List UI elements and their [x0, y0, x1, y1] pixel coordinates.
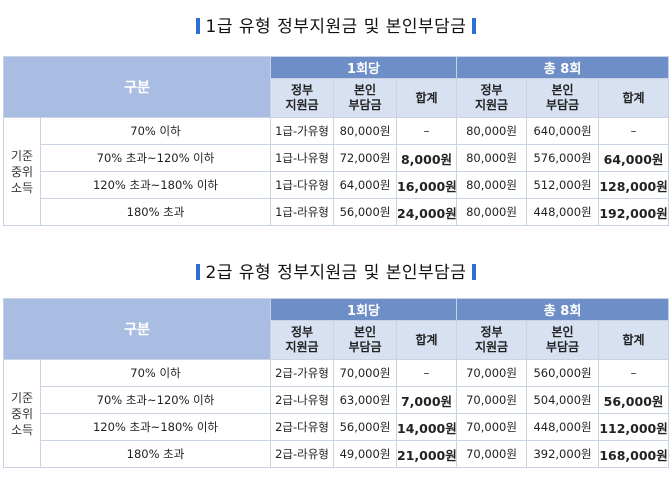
header-per-session: 1회당 — [269, 56, 458, 79]
header-row-sub: 정부 지원금 본인 부담금 합계 정부 지원금 본인 부담금 합계 — [4, 320, 670, 360]
header-row-groups: 구분 1회당 총 8회 — [3, 56, 670, 118]
header-row-sub: 정부 지원금 본인 부담금 합계 정부 지원금 본인 부담금 합계 — [4, 78, 670, 118]
table-row: 120% 초과~180% 이하 2급-다유형 56,000원 14,000원 70,00… — [4, 413, 670, 441]
header-gubun: 구분 — [3, 56, 271, 118]
gov-subsidy-per-session: 63,000원 — [333, 386, 397, 414]
gov-subsidy-total: 392,000원 — [526, 440, 600, 468]
table-row: 70% 초과~120% 이하 1급-나유형 72,000원 8,000원 80,000원… — [4, 144, 670, 172]
header-total-8: 총 8회 — [456, 56, 670, 79]
self-pay-total: 168,000원 — [598, 440, 670, 468]
section-title-grade2: 2급 유형 정부지원금 및 본인부담금 — [0, 258, 672, 283]
header-sub-2: 합계 — [395, 320, 458, 360]
income-range: 70% 이하 — [40, 359, 271, 387]
total-per-session: 70,000원 — [456, 386, 528, 414]
category-median-income: 기준 중위 소득 — [3, 359, 41, 468]
self-pay-per-session: 21,000원 — [395, 440, 458, 468]
header-sub-1: 본인 부담금 — [333, 78, 397, 118]
total-per-session: 80,000원 — [456, 171, 528, 199]
header-total-8: 총 8회 — [456, 298, 670, 321]
gov-subsidy-per-session: 56,000원 — [333, 413, 397, 441]
gov-subsidy-per-session: 70,000원 — [333, 359, 397, 387]
section-title-text: 2급 유형 정부지원금 및 본인부담금 — [205, 263, 467, 283]
self-pay-per-session: – — [395, 117, 458, 145]
header-sub-0: 정부 지원금 — [270, 78, 334, 118]
total-per-session: 80,000원 — [456, 198, 528, 226]
total-per-session: 70,000원 — [456, 440, 528, 468]
header-sub-0: 정부 지원금 — [270, 320, 334, 360]
header-row-groups: 구분 1회당 총 8회 — [3, 298, 670, 360]
table-row: 180% 초과 1급-라유형 56,000원 24,000원 80,000원 448,00… — [4, 198, 670, 226]
income-range: 70% 이하 — [40, 117, 271, 145]
title-bar-right — [472, 18, 477, 34]
fee-table-grade2: 구분 1회당 총 8회 정부 지원금 본인 부담금 합계 정부 지원금 본인 부담금 합계 기준 중위 소득 7… — [3, 298, 670, 468]
header-sub-3: 정부 지원금 — [456, 320, 528, 360]
income-range: 70% 초과~120% 이하 — [40, 144, 271, 172]
self-pay-total: 56,000원 — [598, 386, 670, 414]
table-row: 120% 초과~180% 이하 1급-다유형 64,000원 16,000원 80,00… — [4, 171, 670, 199]
header-per-session: 1회당 — [269, 298, 458, 321]
total-per-session: 70,000원 — [456, 413, 528, 441]
grade-type: 2급-라유형 — [270, 440, 334, 468]
total-per-session: 70,000원 — [456, 359, 528, 387]
total-per-session: 80,000원 — [456, 144, 528, 172]
self-pay-total: 112,000원 — [598, 413, 670, 441]
self-pay-per-session: 8,000원 — [395, 144, 458, 172]
gov-subsidy-per-session: 56,000원 — [333, 198, 397, 226]
income-range: 120% 초과~180% 이하 — [40, 413, 271, 441]
self-pay-total: – — [598, 117, 670, 145]
gov-subsidy-total: 576,000원 — [526, 144, 600, 172]
grade-type: 1급-라유형 — [270, 198, 334, 226]
grade-type: 2급-다유형 — [270, 413, 334, 441]
header-gubun: 구분 — [3, 298, 271, 360]
header-sub-1: 본인 부담금 — [333, 320, 397, 360]
gov-subsidy-total: 448,000원 — [526, 413, 600, 441]
total-per-session: 80,000원 — [456, 117, 528, 145]
grade-type: 1급-나유형 — [270, 144, 334, 172]
fee-table-grade1: 구분 1회당 총 8회 정부 지원금 본인 부담금 합계 정부 지원금 본인 부담금 합계 기준 중위 소득 7… — [3, 56, 670, 226]
self-pay-total: 64,000원 — [598, 144, 670, 172]
grade-type: 2급-가유형 — [270, 359, 334, 387]
income-range: 120% 초과~180% 이하 — [40, 171, 271, 199]
self-pay-per-session: – — [395, 359, 458, 387]
grade-type: 1급-다유형 — [270, 171, 334, 199]
title-bar-right — [472, 264, 477, 280]
header-sub-2: 합계 — [395, 78, 458, 118]
income-range: 180% 초과 — [40, 440, 271, 468]
header-sub-3: 정부 지원금 — [456, 78, 528, 118]
gov-subsidy-total: 640,000원 — [526, 117, 600, 145]
self-pay-per-session: 16,000원 — [395, 171, 458, 199]
gov-subsidy-total: 504,000원 — [526, 386, 600, 414]
self-pay-per-session: 24,000원 — [395, 198, 458, 226]
table-row: 기준 중위 소득 70% 이하 1급-가유형 80,000원 –80,000원 640,000… — [3, 117, 670, 226]
gov-subsidy-total: 448,000원 — [526, 198, 600, 226]
header-sub-4: 본인 부담금 — [526, 320, 600, 360]
gov-subsidy-per-session: 72,000원 — [333, 144, 397, 172]
income-range: 180% 초과 — [40, 198, 271, 226]
grade-type: 1급-가유형 — [270, 117, 334, 145]
title-bar-left — [195, 18, 200, 34]
title-bar-left — [195, 264, 200, 280]
grade-type: 2급-나유형 — [270, 386, 334, 414]
category-median-income: 기준 중위 소득 — [3, 117, 41, 226]
table-row: 기준 중위 소득 70% 이하 2급-가유형 70,000원 –70,000원 560,000… — [3, 359, 670, 468]
gov-subsidy-per-session: 80,000원 — [333, 117, 397, 145]
income-range: 70% 초과~120% 이하 — [40, 386, 271, 414]
section-title-text: 1급 유형 정부지원금 및 본인부담금 — [205, 17, 467, 37]
gov-subsidy-per-session: 49,000원 — [333, 440, 397, 468]
self-pay-total: 192,000원 — [598, 198, 670, 226]
section-title-grade1: 1급 유형 정부지원금 및 본인부담금 — [0, 12, 672, 37]
header-sub-5: 합계 — [598, 320, 670, 360]
table-row: 180% 초과 2급-라유형 49,000원 21,000원 70,000원 392,00… — [4, 440, 670, 468]
gov-subsidy-per-session: 64,000원 — [333, 171, 397, 199]
table-row: 70% 초과~120% 이하 2급-나유형 63,000원 7,000원 70,000원… — [4, 386, 670, 414]
self-pay-total: 128,000원 — [598, 171, 670, 199]
gov-subsidy-total: 560,000원 — [526, 359, 600, 387]
self-pay-per-session: 7,000원 — [395, 386, 458, 414]
gov-subsidy-total: 512,000원 — [526, 171, 600, 199]
self-pay-total: – — [598, 359, 670, 387]
header-sub-5: 합계 — [598, 78, 670, 118]
header-sub-4: 본인 부담금 — [526, 78, 600, 118]
self-pay-per-session: 14,000원 — [395, 413, 458, 441]
